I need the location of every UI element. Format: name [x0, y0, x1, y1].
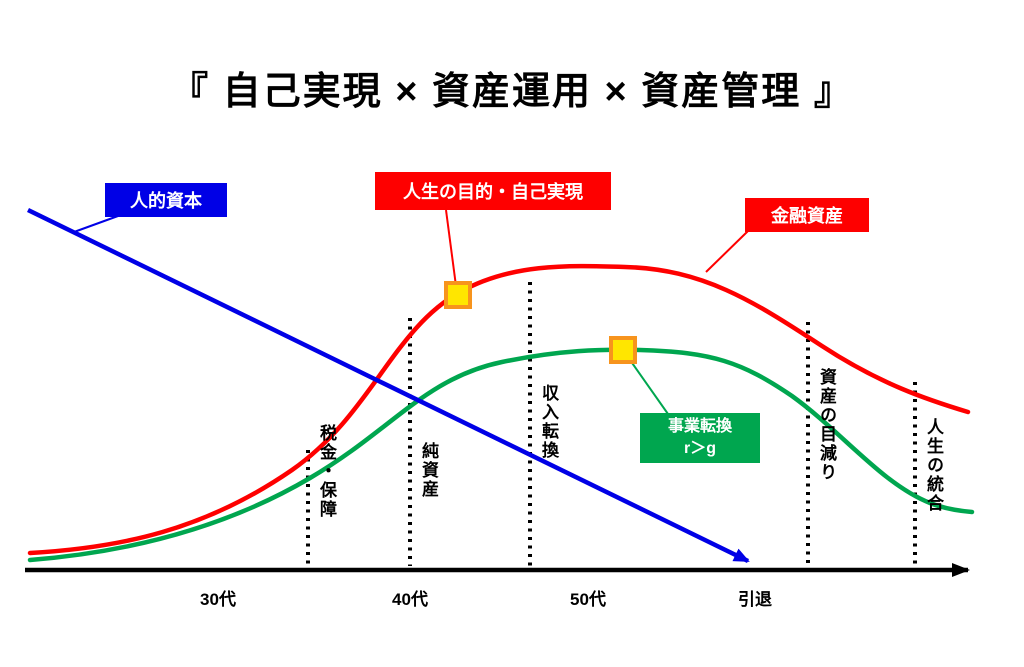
marker-square-red-curve: [444, 281, 472, 309]
business-transition-label-line2: r＞g: [683, 440, 716, 457]
life-purpose-label: 人生の目的・自己実現: [375, 172, 611, 210]
life-purpose-connector-line: [445, 209, 457, 287]
x-axis-label-40s: 40代: [392, 590, 428, 609]
x-axis-label-50s: 50代: [570, 590, 606, 609]
human-capital-label: 人的資本: [105, 183, 227, 217]
x-axis-label-retirement: 引退: [738, 590, 772, 609]
business-transition-connector-line: [629, 359, 669, 415]
page-title: 『 自己実現 × 資産運用 × 資産管理 』: [170, 71, 854, 113]
financial-assets-curve: [27, 263, 971, 556]
human-capital-connector-line: [73, 215, 119, 233]
business-transition-label: 事業転換 r＞g: [640, 413, 760, 463]
human-capital-line: [27, 207, 750, 564]
financial-assets-connector-line: [705, 230, 749, 273]
x-axis-label-30s: 30代: [200, 590, 236, 609]
milestone-label-net-assets: 純資産: [419, 442, 438, 499]
business-transition-label-line1: 事業転換: [667, 418, 732, 436]
financial-assets-label: 金融資産: [745, 198, 869, 232]
green-asset-curve: [27, 347, 975, 563]
marker-square-green-curve: [609, 336, 637, 364]
milestone-label-asset-decline: 資産の目減り: [817, 368, 836, 482]
milestone-label-income-shift: 収入転換: [539, 384, 558, 460]
milestone-label-life-integration: 人生の統合: [924, 418, 943, 513]
milestone-label-tax-insurance: 税金・保障: [317, 424, 336, 519]
